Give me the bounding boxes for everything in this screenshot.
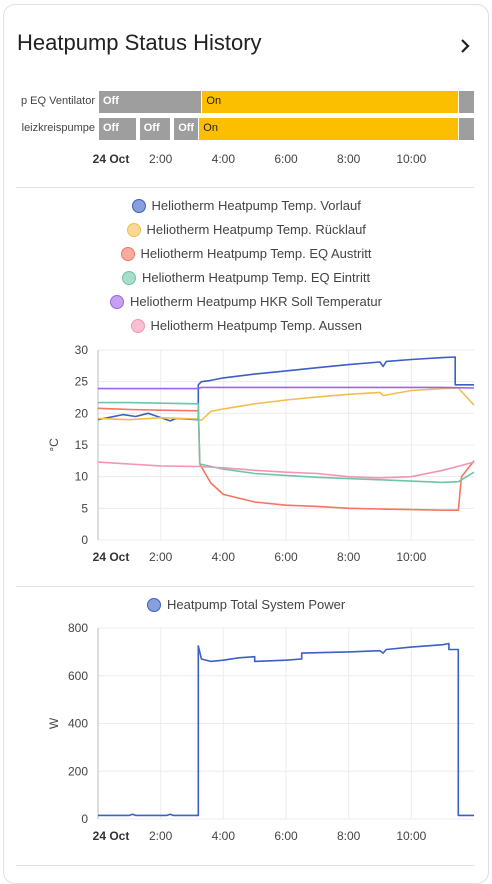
x-tick-label: 2:00 xyxy=(149,550,173,564)
y-tick-label: 15 xyxy=(75,438,89,452)
x-tick-label: 10:00 xyxy=(396,550,426,564)
x-tick-label: 6:00 xyxy=(274,550,298,564)
legend-label: Heatpump Total System Power xyxy=(167,597,346,612)
legend-item[interactable]: Heliotherm Heatpump Temp. Aussen xyxy=(130,318,362,333)
divider xyxy=(16,586,474,587)
series-line[interactable] xyxy=(97,387,475,422)
timeline-segment[interactable]: Off xyxy=(98,91,202,113)
x-tick-label: 6:00 xyxy=(274,829,298,843)
x-tick-label: 8:00 xyxy=(337,550,361,564)
timeline-x-tick: 24 Oct xyxy=(92,152,130,166)
legend-label: Heliotherm Heatpump Temp. Aussen xyxy=(150,318,362,333)
legend-color-dot-icon xyxy=(131,198,146,213)
legend-label: Heliotherm Heatpump Temp. EQ Eintritt xyxy=(142,270,371,285)
card-title: Heatpump Status History xyxy=(17,30,262,55)
legend-color-dot-icon xyxy=(110,294,124,309)
y-tick-label: 25 xyxy=(75,375,89,389)
y-tick-label: 30 xyxy=(75,343,89,357)
y-tick-label: 0 xyxy=(81,533,88,547)
timeline-segment[interactable]: On xyxy=(198,118,459,140)
legend-item[interactable]: Heliotherm Heatpump Temp. EQ Austritt xyxy=(120,246,372,261)
legend-color-dot-icon xyxy=(147,597,161,612)
timeline-x-tick: 2:00 xyxy=(148,152,173,166)
timeline-x-tick: 10:00 xyxy=(396,152,427,166)
timeline-x-tick: 4:00 xyxy=(211,152,236,166)
x-tick-label: 24 Oct xyxy=(93,550,130,564)
timeline-segment[interactable]: On xyxy=(201,91,459,113)
y-tick-label: 10 xyxy=(75,470,89,484)
timeline-segment[interactable] xyxy=(458,118,474,140)
divider xyxy=(16,865,474,866)
legend-item[interactable]: Heliotherm Heatpump Temp. EQ Eintritt xyxy=(122,270,370,285)
y-tick-label: 0 xyxy=(81,812,88,826)
y-tick-label: 600 xyxy=(68,669,88,683)
y-tick-label: 400 xyxy=(68,717,88,731)
divider xyxy=(16,187,474,188)
legend-label: Heliotherm Heatpump Temp. EQ Austritt xyxy=(140,246,372,261)
series-line[interactable] xyxy=(98,401,475,484)
legend-item[interactable]: Heliotherm Heatpump Temp. Vorlauf xyxy=(131,198,361,213)
legend-color-dot-icon xyxy=(130,318,145,333)
segment-state-label: Off xyxy=(143,122,160,134)
segment-state-label: Off xyxy=(103,122,119,134)
x-tick-label: 10:00 xyxy=(396,829,426,843)
legend-item[interactable]: Heatpump Total System Power xyxy=(147,597,345,612)
legend-label: Heliotherm Heatpump Temp. Vorlauf xyxy=(151,198,361,213)
x-tick-label: 4:00 xyxy=(212,829,236,843)
series-line[interactable] xyxy=(97,407,475,511)
y-tick-label: 800 xyxy=(68,621,88,635)
legend-color-dot-icon xyxy=(120,246,135,261)
timeline-row-label: p EQ Ventilator xyxy=(21,95,95,107)
history-card: Heatpump Status History xyxy=(3,4,489,884)
timeline-segment[interactable]: Off xyxy=(98,118,136,140)
x-tick-label: 8:00 xyxy=(337,829,361,843)
y-tick-label: 5 xyxy=(81,501,88,515)
temperature-chart: 0 5 10 15 20 25 30 °C 24 Oct 2:00 4:00 6:00 8:00 10:0… xyxy=(47,343,475,564)
legend-item[interactable]: Heliotherm Heatpump HKR Soll Temperatur xyxy=(110,294,382,309)
timeline-x-tick: 6:00 xyxy=(274,152,298,166)
legend-label: Heliotherm Heatpump Temp. Rücklauf xyxy=(146,222,366,237)
chevron-right-icon[interactable] xyxy=(454,35,476,57)
series-line[interactable] xyxy=(98,386,475,390)
y-tick-label: 200 xyxy=(68,764,88,778)
x-tick-label: 24 Oct xyxy=(93,829,130,843)
segment-state-label: Off xyxy=(103,95,119,107)
legend-label: Heliotherm Heatpump HKR Soll Temperatur xyxy=(130,294,382,309)
timeline-segment[interactable]: Off xyxy=(173,118,199,140)
timeline-segment[interactable] xyxy=(458,91,474,113)
segment-state-label: On xyxy=(203,122,218,134)
legend-color-dot-icon xyxy=(122,270,136,285)
legend-item[interactable]: Heliotherm Heatpump Temp. Rücklauf xyxy=(126,222,366,237)
x-tick-label: 4:00 xyxy=(212,550,236,564)
timeline-x-tick: 8:00 xyxy=(336,152,361,166)
series-line[interactable] xyxy=(97,461,475,479)
legend-color-dot-icon xyxy=(126,222,141,237)
segment-state-label: On xyxy=(206,95,222,107)
timeline-segment[interactable]: Off xyxy=(138,118,171,140)
segment-state-label: Off xyxy=(178,122,195,134)
timeline-row-label: leizkreispumpe xyxy=(21,122,95,134)
series-line[interactable] xyxy=(98,642,474,817)
y-axis-label: °C xyxy=(47,438,61,452)
x-tick-label: 2:00 xyxy=(149,829,173,843)
y-axis-label: W xyxy=(47,717,61,729)
y-tick-label: 20 xyxy=(75,406,89,420)
power-chart: 0 200 400 600 800 W 24 Oct 2:00 4:00 6:00 8:00 10:0… xyxy=(47,621,474,843)
